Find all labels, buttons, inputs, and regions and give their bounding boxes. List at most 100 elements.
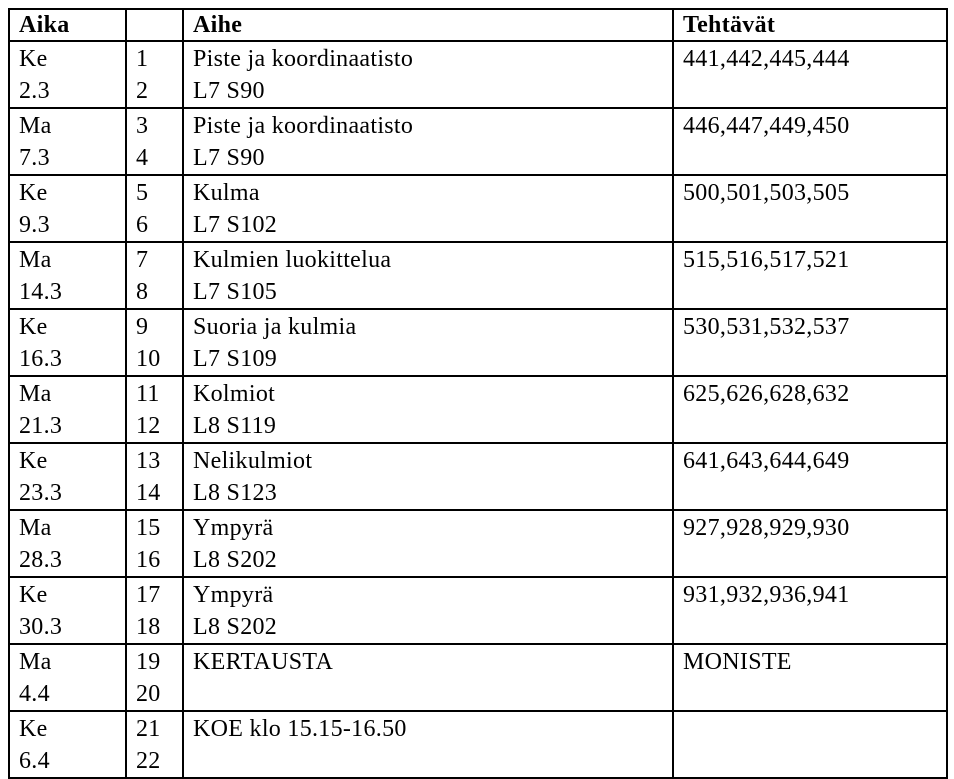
lesson-number: 8 <box>136 279 149 305</box>
cell-lesson-numbers: 17 18 <box>125 576 184 645</box>
topic-title: KERTAUSTA <box>193 649 334 675</box>
topic-title: Piste ja koordinaatisto <box>193 46 414 72</box>
cell-date: Ma 14.3 <box>8 241 127 310</box>
cell-lesson-numbers: 3 4 <box>125 107 184 176</box>
lesson-number: 1 <box>136 46 149 72</box>
day-label: Ke <box>19 716 48 742</box>
schedule-table: Aika Aihe Tehtävät Ke 2.3 1 2 Piste ja k… <box>8 8 948 779</box>
date-label: 28.3 <box>19 547 63 573</box>
cell-topic: Kolmiot L8 S119 <box>182 375 674 444</box>
topic-reference: L8 S202 <box>193 547 278 573</box>
date-label: 30.3 <box>19 614 63 640</box>
day-label: Ma <box>19 113 52 139</box>
topic-title: Ympyrä <box>193 582 274 608</box>
date-label: 2.3 <box>19 78 50 104</box>
cell-tasks: 931,932,936,941 <box>672 576 948 645</box>
topic-reference: L7 S90 <box>193 78 265 104</box>
lesson-number: 12 <box>136 413 161 439</box>
cell-topic: Piste ja koordinaatisto L7 S90 <box>182 107 674 176</box>
table-row: Ma 7.3 3 4 Piste ja koordinaatisto L7 S9… <box>8 107 948 176</box>
table-row: Ke 9.3 5 6 Kulma L7 S102 500,501,503,505 <box>8 174 948 243</box>
cell-lesson-numbers: 9 10 <box>125 308 184 377</box>
cell-topic: Ympyrä L8 S202 <box>182 576 674 645</box>
table-row: Ke 30.3 17 18 Ympyrä L8 S202 931,932,936… <box>8 576 948 645</box>
topic-reference <box>193 745 668 776</box>
date-label: 9.3 <box>19 212 50 238</box>
day-label: Ma <box>19 649 52 675</box>
document-page: Aika Aihe Tehtävät Ke 2.3 1 2 Piste ja k… <box>8 8 948 779</box>
tasks-list: 931,932,936,941 <box>683 582 850 608</box>
cell-topic: KOE klo 15.15-16.50 <box>182 710 674 779</box>
tasks-list: 441,442,445,444 <box>683 46 850 72</box>
lesson-number: 16 <box>136 547 161 573</box>
tasks-list: 641,643,644,649 <box>683 448 850 474</box>
table-row: Ma 28.3 15 16 Ympyrä L8 S202 927,928,929… <box>8 509 948 578</box>
day-label: Ke <box>19 46 48 72</box>
date-label: 7.3 <box>19 145 50 171</box>
lesson-number: 19 <box>136 649 161 675</box>
lesson-number: 17 <box>136 582 161 608</box>
topic-title: Kolmiot <box>193 381 276 407</box>
cell-date: Ma 28.3 <box>8 509 127 578</box>
cell-lesson-numbers: 13 14 <box>125 442 184 511</box>
cell-tasks: 441,442,445,444 <box>672 40 948 109</box>
date-label: 6.4 <box>19 748 50 774</box>
lesson-number: 10 <box>136 346 161 372</box>
day-label: Ma <box>19 515 52 541</box>
topic-reference: L7 S90 <box>193 145 265 171</box>
day-label: Ma <box>19 381 52 407</box>
lesson-number: 5 <box>136 180 149 206</box>
cell-date: Ke 30.3 <box>8 576 127 645</box>
cell-topic: Piste ja koordinaatisto L7 S90 <box>182 40 674 109</box>
cell-date: Ke 2.3 <box>8 40 127 109</box>
lesson-number: 6 <box>136 212 149 238</box>
tasks-list <box>683 713 942 745</box>
topic-title: Piste ja koordinaatisto <box>193 113 414 139</box>
date-label: 4.4 <box>19 681 50 707</box>
cell-topic: Nelikulmiot L8 S123 <box>182 442 674 511</box>
tasks-list: 625,626,628,632 <box>683 381 850 407</box>
cell-tasks: 927,928,929,930 <box>672 509 948 578</box>
cell-tasks: MONISTE <box>672 643 948 712</box>
table-row: Ma 4.4 19 20 KERTAUSTA MONISTE <box>8 643 948 712</box>
lesson-number: 21 <box>136 716 161 742</box>
cell-lesson-numbers: 7 8 <box>125 241 184 310</box>
topic-reference: L7 S109 <box>193 346 278 372</box>
cell-date: Ke 6.4 <box>8 710 127 779</box>
lesson-number: 22 <box>136 748 161 774</box>
cell-topic: Suoria ja kulmia L7 S109 <box>182 308 674 377</box>
cell-date: Ma 4.4 <box>8 643 127 712</box>
tasks-list: 446,447,449,450 <box>683 113 850 139</box>
lesson-number: 7 <box>136 247 149 273</box>
topic-reference <box>193 678 668 709</box>
cell-tasks: 446,447,449,450 <box>672 107 948 176</box>
lesson-number: 4 <box>136 145 149 171</box>
tasks-list: MONISTE <box>683 649 792 675</box>
cell-lesson-numbers: 1 2 <box>125 40 184 109</box>
cell-tasks: 515,516,517,521 <box>672 241 948 310</box>
date-label: 23.3 <box>19 480 63 506</box>
header-row: Aika Aihe Tehtävät <box>8 8 948 42</box>
lesson-number: 14 <box>136 480 161 506</box>
lesson-number: 20 <box>136 681 161 707</box>
lesson-number: 13 <box>136 448 161 474</box>
lesson-number: 9 <box>136 314 149 340</box>
tasks-list: 530,531,532,537 <box>683 314 850 340</box>
cell-lesson-numbers: 19 20 <box>125 643 184 712</box>
day-label: Ke <box>19 314 48 340</box>
cell-topic: KERTAUSTA <box>182 643 674 712</box>
lesson-number: 15 <box>136 515 161 541</box>
header-aika: Aika <box>8 8 127 42</box>
date-label: 14.3 <box>19 279 63 305</box>
tasks-list: 927,928,929,930 <box>683 515 850 541</box>
cell-tasks: 641,643,644,649 <box>672 442 948 511</box>
tasks-list: 515,516,517,521 <box>683 247 850 273</box>
day-label: Ke <box>19 448 48 474</box>
day-label: Ke <box>19 582 48 608</box>
cell-date: Ma 21.3 <box>8 375 127 444</box>
cell-topic: Kulmien luokittelua L7 S105 <box>182 241 674 310</box>
day-label: Ma <box>19 247 52 273</box>
topic-title: Ympyrä <box>193 515 274 541</box>
topic-reference: L7 S105 <box>193 279 278 305</box>
cell-date: Ke 9.3 <box>8 174 127 243</box>
